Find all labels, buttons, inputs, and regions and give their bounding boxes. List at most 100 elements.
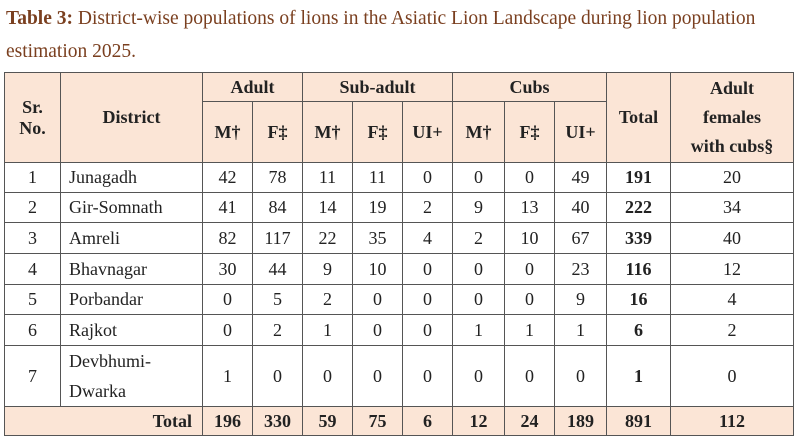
- cell-sub-ui: 0: [402, 162, 453, 193]
- table-row: 5 Porbandar 0 5 2 0 0 0 0 9 16 4: [4, 284, 794, 315]
- cell-sub-m: 0: [302, 345, 353, 407]
- cell-sub-m: 2: [302, 284, 353, 315]
- cell-sub-m: 22: [302, 222, 353, 254]
- cell-cub-f: 1: [504, 314, 555, 346]
- cell-cub-ui: 67: [554, 222, 607, 254]
- cell-cub-m: 1: [452, 314, 505, 346]
- header-subadult-male: M†: [302, 101, 353, 163]
- cell-sr: 5: [4, 284, 61, 315]
- cell-sr: 1: [4, 162, 61, 193]
- cell-sub-ui: 4: [402, 222, 453, 254]
- cell-cub-ui: 1: [554, 314, 607, 346]
- cell-adult-m: 30: [202, 253, 253, 285]
- cell-adult-m: 82: [202, 222, 253, 254]
- table-row: 3 Amreli 82 117 22 35 4 2 10 67 339 40: [4, 222, 794, 254]
- cell-sr: 6: [4, 314, 61, 346]
- header-cubs-male: M†: [452, 101, 505, 163]
- total-adult-f: 330: [252, 406, 303, 436]
- header-adult-females-with-cubs: Adult females with cubs§: [670, 72, 794, 163]
- cell-cub-f: 10: [504, 222, 555, 254]
- cell-total: 339: [606, 222, 671, 254]
- cell-sub-f: 10: [352, 253, 403, 285]
- cell-afwc: 0: [670, 345, 794, 407]
- cell-adult-m: 42: [202, 162, 253, 193]
- table-caption: Table 3: District-wise populations of li…: [6, 2, 792, 68]
- cell-total: 1: [606, 345, 671, 407]
- cell-sub-f: 35: [352, 222, 403, 254]
- table-row: 4 Bhavnagar 30 44 9 10 0 0 0 23 116 12: [4, 253, 794, 285]
- cell-adult-f: 0: [252, 345, 303, 407]
- cell-cub-m: 0: [452, 284, 505, 315]
- cell-sub-f: 0: [352, 284, 403, 315]
- cell-afwc: 40: [670, 222, 794, 254]
- cell-adult-f: 44: [252, 253, 303, 285]
- caption-label: Table 3:: [6, 8, 74, 29]
- total-sub-f: 75: [352, 406, 403, 436]
- cell-cub-f: 13: [504, 192, 555, 223]
- total-adult-m: 196: [202, 406, 253, 436]
- header-subadult-unidentified: UI+: [402, 101, 453, 163]
- total-sub-ui: 6: [402, 406, 453, 436]
- cell-sub-f: 19: [352, 192, 403, 223]
- cell-sub-m: 1: [302, 314, 353, 346]
- header-sr-no: Sr. No.: [4, 72, 61, 163]
- total-cub-ui: 189: [554, 406, 607, 436]
- cell-sub-f: 0: [352, 314, 403, 346]
- cell-adult-f: 2: [252, 314, 303, 346]
- header-adult-male: M†: [202, 101, 253, 163]
- header-adult: Adult: [202, 72, 303, 102]
- cell-sub-ui: 0: [402, 345, 453, 407]
- header-subadult-female: F‡: [352, 101, 403, 163]
- cell-sub-m: 14: [302, 192, 353, 223]
- cell-adult-f: 84: [252, 192, 303, 223]
- cell-cub-ui: 23: [554, 253, 607, 285]
- header-cubs-female: F‡: [504, 101, 555, 163]
- caption-text: District-wise populations of lions in th…: [6, 8, 756, 62]
- header-adult-female: F‡: [252, 101, 303, 163]
- cell-total: 222: [606, 192, 671, 223]
- cell-cub-f: 0: [504, 284, 555, 315]
- totals-row: Total 196 330 59 75 6 12 24 189 891 112: [4, 406, 794, 436]
- cell-sub-ui: 0: [402, 253, 453, 285]
- cell-sub-m: 9: [302, 253, 353, 285]
- cell-sr: 2: [4, 192, 61, 223]
- cell-cub-ui: 40: [554, 192, 607, 223]
- table-row: 1 Junagadh 42 78 11 11 0 0 0 49 191 20: [4, 162, 794, 193]
- cell-cub-f: 0: [504, 162, 555, 193]
- cell-adult-m: 0: [202, 314, 253, 346]
- cell-afwc: 4: [670, 284, 794, 315]
- cell-cub-ui: 0: [554, 345, 607, 407]
- cell-afwc: 20: [670, 162, 794, 193]
- cell-cub-m: 0: [452, 345, 505, 407]
- cell-cub-ui: 9: [554, 284, 607, 315]
- cell-district: Amreli: [60, 222, 203, 254]
- cell-adult-f: 5: [252, 284, 303, 315]
- total-afwc: 112: [670, 406, 794, 436]
- cell-district: Porbandar: [60, 284, 203, 315]
- cell-sub-ui: 0: [402, 314, 453, 346]
- cell-adult-f: 117: [252, 222, 303, 254]
- header-total: Total: [606, 72, 671, 163]
- cell-total: 116: [606, 253, 671, 285]
- cell-adult-m: 1: [202, 345, 253, 407]
- cell-sr: 7: [4, 345, 61, 407]
- cell-cub-m: 9: [452, 192, 505, 223]
- cell-afwc: 34: [670, 192, 794, 223]
- cell-sr: 3: [4, 222, 61, 254]
- cell-adult-f: 78: [252, 162, 303, 193]
- total-sub-m: 59: [302, 406, 353, 436]
- total-cub-f: 24: [504, 406, 555, 436]
- header-cubs: Cubs: [452, 72, 607, 102]
- cell-total: 191: [606, 162, 671, 193]
- cell-sub-f: 11: [352, 162, 403, 193]
- cell-cub-f: 0: [504, 253, 555, 285]
- cell-sr: 4: [4, 253, 61, 285]
- table-row: 7 Devbhumi- Dwarka 1 0 0 0 0 0 0 0 1 0: [4, 345, 794, 407]
- cell-district: Gir-Somnath: [60, 192, 203, 223]
- cell-cub-m: 2: [452, 222, 505, 254]
- header-subadult: Sub-adult: [302, 72, 453, 102]
- cell-district: Devbhumi- Dwarka: [60, 345, 203, 407]
- cell-sub-m: 11: [302, 162, 353, 193]
- cell-cub-m: 0: [452, 162, 505, 193]
- cell-total: 6: [606, 314, 671, 346]
